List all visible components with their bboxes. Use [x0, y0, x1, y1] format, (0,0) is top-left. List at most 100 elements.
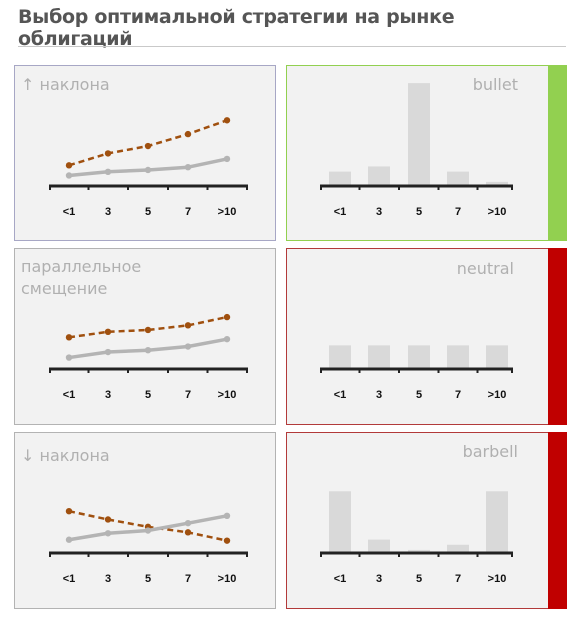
chart-label: bullet — [473, 74, 518, 96]
bar-1 — [329, 491, 351, 553]
chart-label-line: barbell — [462, 442, 518, 461]
dashed-point-3 — [144, 326, 152, 334]
solid-point-1 — [65, 536, 73, 543]
solid-point-4 — [184, 164, 192, 171]
dashed-point-4 — [184, 130, 192, 138]
chart-panel-4: <1 3 5 7 >10 neutral — [286, 248, 567, 425]
solid-point-2 — [104, 168, 112, 175]
bar-2 — [368, 539, 390, 553]
bar-3 — [408, 345, 430, 369]
bar-4 — [447, 544, 469, 553]
dashed-point-2 — [104, 328, 112, 335]
dashed-point-2 — [104, 516, 112, 523]
tick-label-4: 7 — [185, 206, 191, 218]
solid-point-3 — [144, 347, 152, 354]
tick-label-5: >10 — [488, 389, 507, 401]
tick-label-4: 7 — [455, 573, 461, 585]
solid-point-3 — [144, 527, 152, 534]
dashed-series-line — [68, 119, 228, 167]
solid-point-2 — [104, 348, 112, 356]
chart-svg: <1 3 5 7 >10 — [49, 117, 248, 218]
tick-label-4: 7 — [455, 389, 461, 401]
bar-5 — [486, 345, 508, 369]
tick-label-4: 7 — [455, 206, 461, 218]
dashed-point-5 — [223, 313, 231, 321]
strategy-accent-bar — [548, 248, 567, 425]
dashed-series-line — [68, 315, 228, 339]
dashed-point-4 — [184, 322, 192, 329]
chart-label-line: ↓ наклона — [21, 446, 110, 465]
bar-1 — [329, 345, 351, 369]
chart-panel-6: <1 3 5 7 >10 barbell — [286, 432, 567, 609]
solid-point-5 — [223, 155, 231, 163]
chart-label: ↑ наклона — [21, 74, 110, 96]
bar-2 — [368, 345, 390, 369]
chart-label: neutral — [457, 258, 514, 280]
chart-label-line: смещение — [21, 279, 108, 298]
bar-2 — [368, 166, 390, 186]
tick-label-3: 5 — [145, 389, 151, 401]
dashed-point-5 — [223, 537, 231, 544]
tick-label-4: 7 — [185, 573, 191, 585]
chart-panel-3: <1 3 5 7 >10 параллельное смещение — [14, 248, 276, 425]
bar-4 — [447, 171, 469, 186]
chart-svg: <1 3 5 7 >10 — [49, 313, 248, 401]
tick-label-1: <1 — [63, 206, 76, 218]
chart-label: параллельное смещение — [21, 256, 141, 300]
chart-label-line: ↑ наклона — [21, 75, 110, 94]
tick-label-1: <1 — [334, 573, 347, 585]
tick-label-1: <1 — [63, 389, 76, 401]
solid-point-3 — [144, 166, 152, 174]
chart-panel-2: <1 3 5 7 >10 bullet — [286, 65, 567, 241]
tick-label-3: 5 — [416, 389, 422, 401]
solid-point-1 — [65, 354, 73, 361]
chart-label: ↓ наклона — [21, 445, 110, 467]
chart-svg: <1 3 5 7 >10 — [49, 508, 248, 585]
solid-point-5 — [223, 335, 231, 343]
tick-label-4: 7 — [185, 389, 191, 401]
bar-5 — [486, 181, 508, 186]
bar-3 — [408, 549, 430, 553]
title-divider — [18, 46, 566, 47]
strategy-accent-bar — [548, 65, 567, 241]
tick-label-3: 5 — [416, 206, 422, 218]
bar-1 — [329, 171, 351, 186]
bar-4 — [447, 345, 469, 369]
solid-point-4 — [184, 343, 192, 350]
tick-label-3: 5 — [145, 206, 151, 218]
tick-label-1: <1 — [334, 206, 347, 218]
tick-label-2: 3 — [105, 573, 111, 585]
tick-label-5: >10 — [218, 206, 237, 218]
tick-label-5: >10 — [488, 206, 507, 218]
tick-label-2: 3 — [376, 389, 382, 401]
dashed-point-2 — [104, 150, 112, 157]
tick-label-2: 3 — [105, 206, 111, 218]
page-title: Выбор оптимальной стратегии на рынке обл… — [18, 6, 455, 50]
chart-label-line: параллельное — [21, 257, 142, 276]
chart-svg: <1 3 5 7 >10 — [320, 345, 513, 401]
tick-label-2: 3 — [105, 389, 111, 401]
tick-label-2: 3 — [376, 573, 382, 585]
solid-point-1 — [65, 172, 73, 179]
chart-svg: <1 3 5 7 >10 — [320, 491, 513, 585]
bar-5 — [486, 491, 508, 553]
dashed-point-5 — [223, 117, 231, 124]
tick-label-1: <1 — [334, 389, 347, 401]
dashed-point-3 — [144, 142, 152, 150]
chart-label-line: neutral — [456, 259, 514, 278]
chart-label: barbell — [463, 441, 518, 463]
dashed-point-1 — [65, 162, 73, 169]
solid-point-4 — [184, 519, 192, 527]
tick-label-3: 5 — [145, 573, 151, 585]
tick-label-3: 5 — [416, 573, 422, 585]
chart-panel-5: <1 3 5 7 >10 ↓ наклона — [14, 432, 276, 609]
chart-label-line: bullet — [472, 75, 518, 94]
solid-point-5 — [223, 512, 231, 519]
chart-svg: <1 3 5 7 >10 — [320, 83, 513, 218]
tick-label-5: >10 — [218, 573, 237, 585]
dashed-point-1 — [65, 334, 73, 341]
solid-point-2 — [104, 530, 112, 537]
tick-label-2: 3 — [376, 206, 382, 218]
bar-3 — [408, 83, 430, 186]
chart-panel-1: <1 3 5 7 >10 ↑ наклона — [14, 65, 276, 241]
